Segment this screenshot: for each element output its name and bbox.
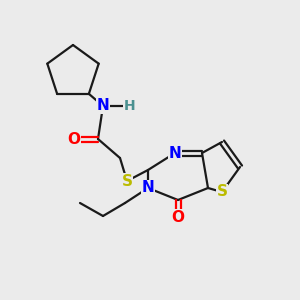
Text: N: N <box>142 181 154 196</box>
Text: S: S <box>122 173 133 188</box>
Text: H: H <box>124 99 136 113</box>
Text: O: O <box>172 209 184 224</box>
Text: N: N <box>169 146 182 160</box>
Text: N: N <box>97 98 110 113</box>
Text: O: O <box>68 131 80 146</box>
Text: S: S <box>217 184 227 200</box>
